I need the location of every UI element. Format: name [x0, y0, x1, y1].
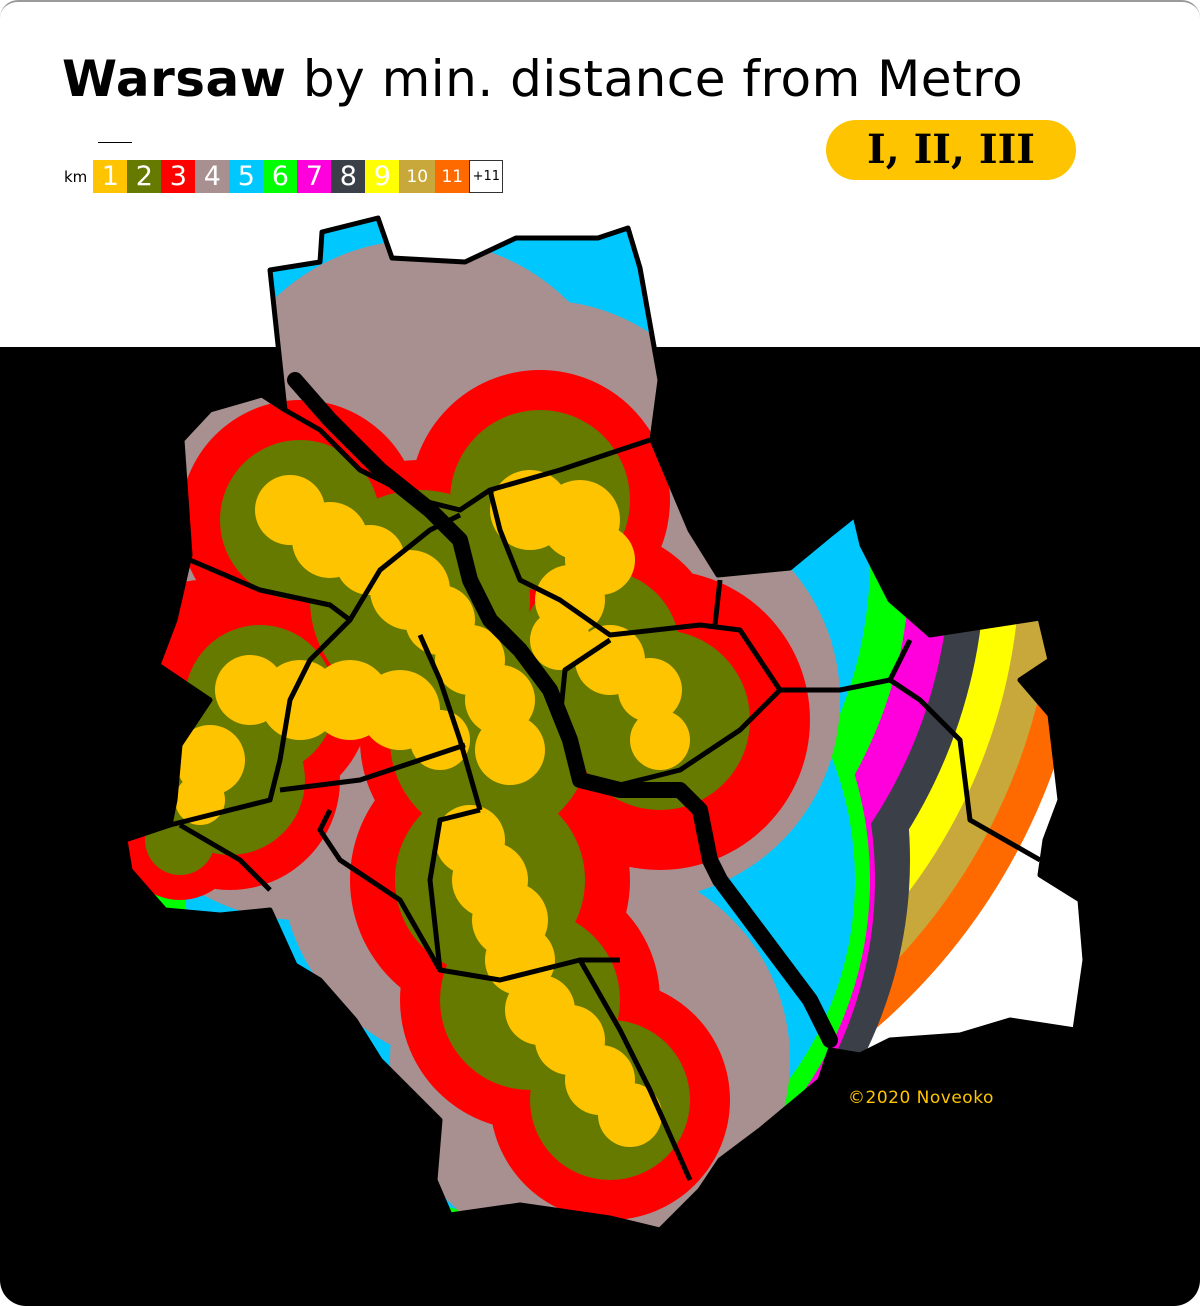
district-border-praga	[487, 489, 1042, 863]
legend-swatch-5: 5	[229, 160, 264, 193]
district-border-grochow	[599, 688, 782, 793]
district-border-ursus	[178, 822, 272, 892]
ring-1	[175, 470, 690, 1147]
district-border-wlochy	[317, 808, 443, 972]
district-border-targowek	[712, 579, 723, 626]
legend-swatch-4: 4	[195, 160, 230, 193]
district-border-wesola	[887, 638, 913, 682]
legend-swatch-6: 6	[263, 160, 298, 193]
legend-swatch-1: 1	[93, 160, 128, 193]
district-border-north	[283, 407, 651, 513]
legend-swatch-plus-11: +11	[469, 160, 504, 193]
legend-swatch-9: 9	[365, 160, 400, 193]
legend-swatch-10: 10	[399, 160, 436, 193]
distance-legend: km 1 2 3 4 5 6 7 8 9 10 11 +11	[64, 142, 504, 193]
district-border-ochota	[279, 742, 466, 793]
district-border-bemowo	[149, 618, 352, 833]
legend-swatch-11: 11	[435, 160, 470, 193]
legend-unit: km	[64, 167, 88, 186]
vistula-river	[287, 372, 838, 1048]
title-rest: by min. distance from Metro	[286, 50, 1024, 108]
district-border-wola	[417, 633, 483, 811]
legend-swatch-3: 3	[161, 160, 196, 193]
district-border-wilanow	[577, 958, 693, 1182]
legend-swatch-8: 8	[331, 160, 366, 193]
legend-swatches: 1 2 3 4 5 6 7 8 9 10 11 +11	[93, 160, 504, 193]
legend-swatch-2: 2	[127, 160, 162, 193]
page-title: Warsaw by min. distance from Metro	[62, 48, 1023, 110]
legend-scale-tick	[98, 142, 132, 143]
credit-text: ©2020 Noveoko	[848, 1088, 994, 1108]
title-city: Warsaw	[62, 50, 287, 108]
district-borders	[125, 218, 1085, 1230]
legend-swatch-7: 7	[297, 160, 332, 193]
metro-lines-badge: I, II, III	[826, 120, 1076, 180]
